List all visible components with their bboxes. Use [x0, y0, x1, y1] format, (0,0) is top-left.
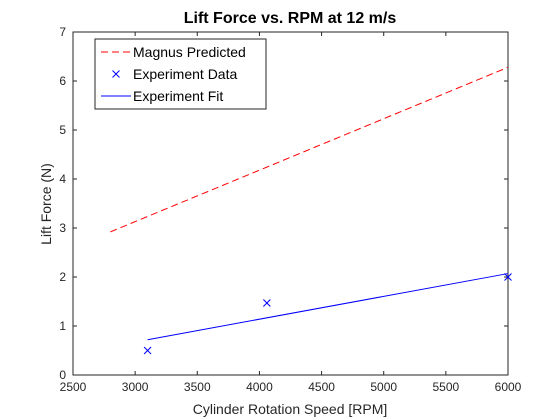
- x-tick-label: 5500: [433, 380, 460, 394]
- legend-item: Experiment Fit: [101, 88, 223, 104]
- x-tick-label: 3500: [184, 380, 211, 394]
- y-tick-label: 2: [59, 270, 66, 284]
- data-point-stroke: [143, 346, 152, 355]
- legend-item: Experiment Data: [112, 66, 237, 82]
- y-axis-label: Lift Force (N): [38, 163, 54, 245]
- x-tick-label: 6000: [495, 380, 522, 394]
- series-experiment-fit: [147, 273, 509, 341]
- y-tick-label: 5: [59, 123, 66, 137]
- x-tick-label: 4000: [246, 380, 273, 394]
- data-point: [504, 273, 512, 281]
- series-line: [147, 273, 509, 341]
- data-point: [143, 346, 152, 355]
- series-magnus-predicted: [110, 66, 509, 233]
- y-tick-label: 7: [59, 25, 66, 39]
- x-tick-label: 4500: [308, 380, 335, 394]
- y-tick-label: 0: [59, 368, 66, 382]
- x-tick-label: 5000: [370, 380, 397, 394]
- series-line: [110, 66, 509, 233]
- legend-item: Magnus Predicted: [101, 44, 246, 60]
- x-axis-label: Cylinder Rotation Speed [RPM]: [193, 401, 388, 417]
- legend: Magnus Predicted Experiment Data Experimen…: [94, 38, 267, 110]
- legend-label: Experiment Data: [133, 66, 237, 82]
- y-tick-label: 3: [59, 221, 66, 235]
- series-experiment-data: [143, 273, 512, 355]
- x-ticks: 2500 3000 3500 4000 4500 5000 5500 6000: [60, 32, 522, 394]
- y-tick-label: 4: [59, 172, 66, 186]
- legend-label: Magnus Predicted: [133, 44, 246, 60]
- chart-title: Lift Force vs. RPM at 12 m/s: [184, 10, 397, 27]
- y-tick-label: 1: [59, 319, 66, 333]
- y-tick-label: 6: [59, 74, 66, 88]
- data-point-stroke: [504, 273, 512, 281]
- y-ticks: 0 1 2 3 4 5 6 7: [59, 25, 508, 382]
- legend-marker: [112, 70, 120, 78]
- legend-box: [94, 38, 267, 110]
- data-point: [263, 299, 271, 307]
- x-tick-label: 2500: [60, 380, 87, 394]
- legend-label: Experiment Fit: [133, 88, 223, 104]
- series-layer: [110, 66, 512, 355]
- data-point-stroke: [263, 299, 271, 307]
- x-tick-label: 3000: [122, 380, 149, 394]
